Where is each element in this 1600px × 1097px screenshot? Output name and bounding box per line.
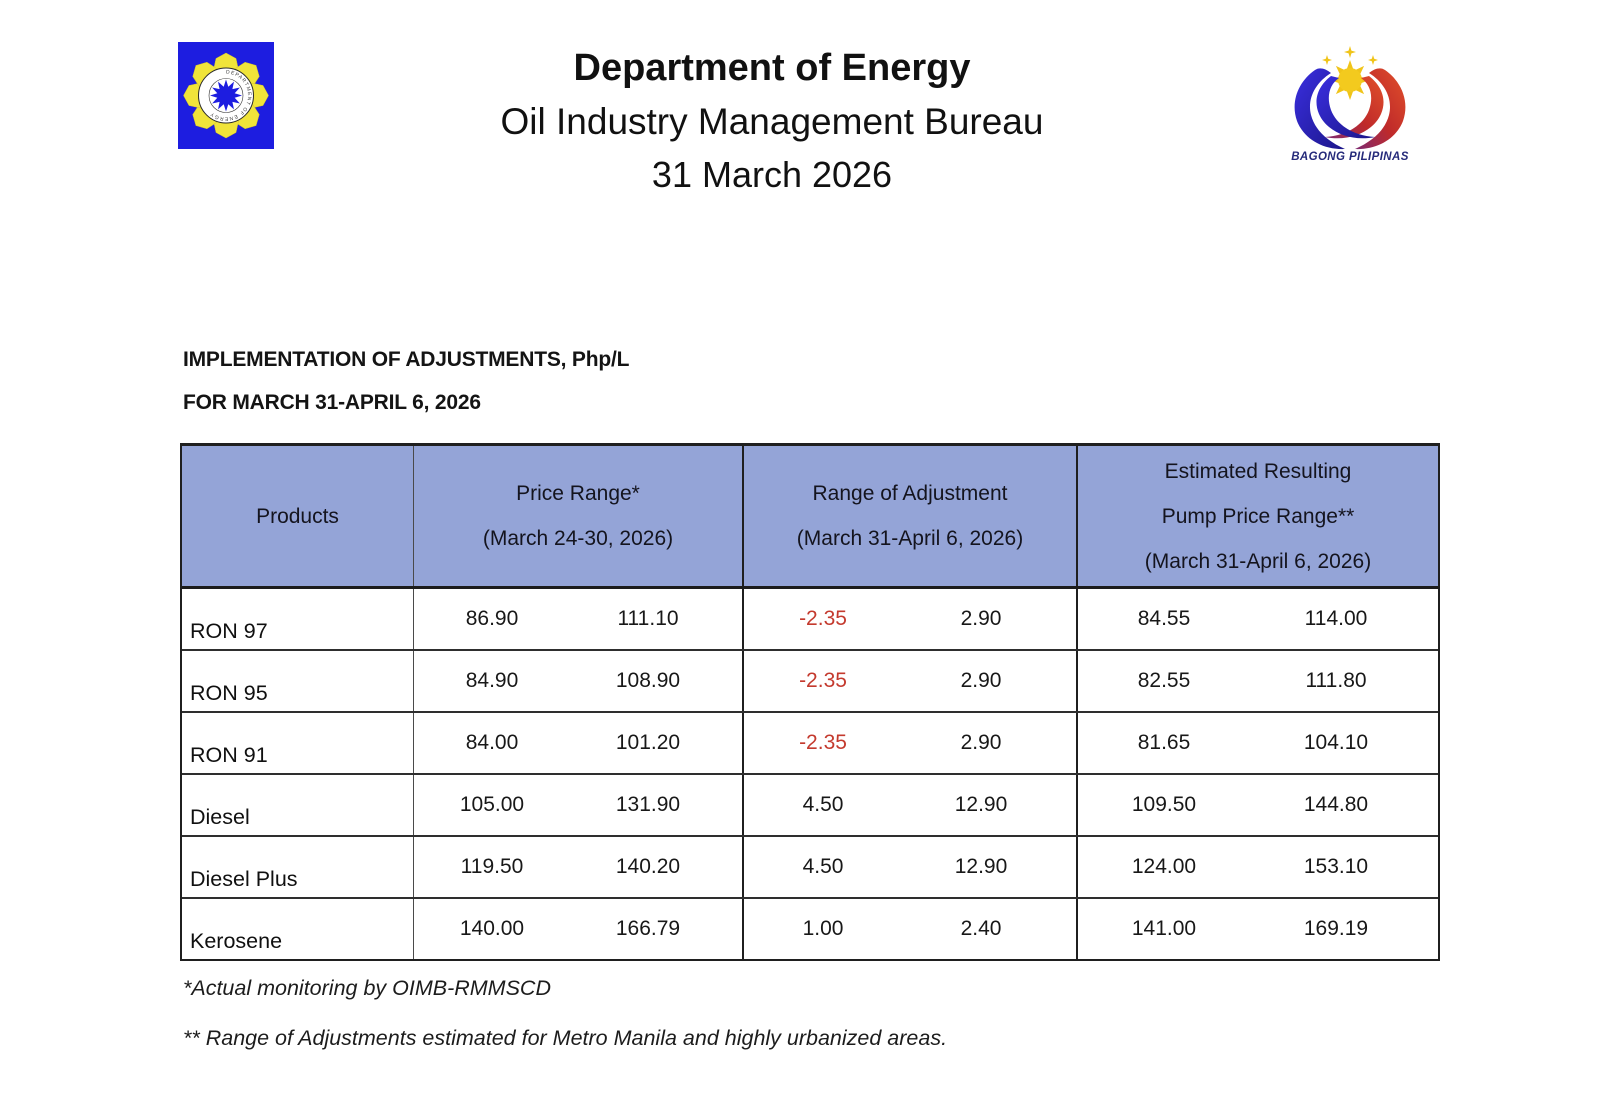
section-heading-line2: FOR MARCH 31-APRIL 6, 2026 bbox=[183, 391, 481, 414]
bp-sun bbox=[1330, 60, 1370, 100]
footnotes: *Actual monitoring by OIMB-RMMSCD ** Ran… bbox=[183, 963, 947, 1063]
estimated-low: 84.55 bbox=[1137, 607, 1191, 630]
agency-title: Department of Energy bbox=[573, 47, 971, 89]
estimated-low: 124.00 bbox=[1131, 855, 1197, 878]
estimated-high: 153.10 bbox=[1303, 855, 1369, 878]
footnote-estimate-scope: ** Range of Adjustments estimated for Me… bbox=[183, 1026, 948, 1050]
adjustment-range-cell: -2.35 2.90 bbox=[744, 651, 1078, 711]
table-row: RON 95 84.90 108.90 -2.35 2.90 82.55 111… bbox=[182, 651, 1438, 713]
estimated-high: 169.19 bbox=[1303, 917, 1369, 940]
price-adjustments-table: Products Price Range* (March 24-30, 2026… bbox=[180, 443, 1440, 961]
column-header-price-range: Price Range* (March 24-30, 2026) bbox=[414, 446, 744, 586]
estimated-range-cell: 84.55 114.00 bbox=[1078, 589, 1438, 649]
adjustment-low: -2.35 bbox=[799, 669, 847, 692]
section-heading: IMPLEMENTATION OF ADJUSTMENTS, Php/L FOR… bbox=[183, 338, 629, 424]
price-range-cell: 84.90 108.90 bbox=[414, 651, 744, 711]
estimated-range-cell: 82.55 111.80 bbox=[1078, 651, 1438, 711]
estimated-high: 114.00 bbox=[1304, 607, 1368, 630]
column-header-adjustment: Range of Adjustment (March 31-April 6, 2… bbox=[744, 446, 1078, 586]
adjustment-range-cell: 1.00 2.40 bbox=[744, 899, 1078, 959]
adjustment-high: 2.40 bbox=[960, 917, 1002, 940]
bagong-pilipinas-logo: BAGONG PILIPINAS bbox=[1283, 46, 1417, 168]
table-row: Diesel Plus 119.50 140.20 4.50 12.90 124… bbox=[182, 837, 1438, 899]
price-high: 108.90 bbox=[615, 669, 681, 692]
estimated-range-cell: 141.00 169.19 bbox=[1078, 899, 1438, 959]
adjustment-low: 4.50 bbox=[802, 793, 844, 816]
price-low: 86.90 bbox=[465, 607, 519, 630]
estimated-low: 81.65 bbox=[1137, 731, 1191, 754]
estimated-low: 141.00 bbox=[1131, 917, 1197, 940]
price-high: 111.10 bbox=[617, 607, 679, 630]
adjustment-range-cell: 4.50 12.90 bbox=[744, 775, 1078, 835]
table-row: Diesel 105.00 131.90 4.50 12.90 109.50 1… bbox=[182, 775, 1438, 837]
table-row: RON 91 84.00 101.20 -2.35 2.90 81.65 104… bbox=[182, 713, 1438, 775]
price-high: 101.20 bbox=[615, 731, 681, 754]
section-heading-line1: IMPLEMENTATION OF ADJUSTMENTS, Php/L bbox=[183, 348, 630, 371]
estimated-high: 111.80 bbox=[1305, 669, 1367, 692]
document-header: Department of Energy Oil Industry Manage… bbox=[330, 42, 1214, 201]
adjustment-high: 12.90 bbox=[954, 855, 1008, 878]
estimated-high: 104.10 bbox=[1303, 731, 1369, 754]
bp-swooshes bbox=[1294, 68, 1406, 150]
adjustment-low: 4.50 bbox=[802, 855, 844, 878]
product-name: Diesel bbox=[182, 775, 414, 835]
bagong-pilipinas-icon bbox=[1294, 46, 1406, 150]
bureau-title: Oil Industry Management Bureau bbox=[500, 101, 1044, 142]
doe-seal-icon: DEPARTMENT OF ENERGY bbox=[178, 42, 274, 149]
estimated-low: 109.50 bbox=[1131, 793, 1197, 816]
footnote-monitoring: *Actual monitoring by OIMB-RMMSCD bbox=[183, 976, 551, 1000]
adjustment-high: 2.90 bbox=[960, 607, 1002, 630]
price-high: 131.90 bbox=[615, 793, 681, 816]
estimated-range-cell: 109.50 144.80 bbox=[1078, 775, 1438, 835]
table-row: RON 97 86.90 111.10 -2.35 2.90 84.55 114… bbox=[182, 589, 1438, 651]
price-range-cell: 105.00 131.90 bbox=[414, 775, 744, 835]
adjustment-low: -2.35 bbox=[799, 731, 847, 754]
adjustment-low: 1.00 bbox=[802, 917, 844, 940]
price-range-cell: 86.90 111.10 bbox=[414, 589, 744, 649]
table-row: Kerosene 140.00 166.79 1.00 2.40 141.00 … bbox=[182, 899, 1438, 959]
document-date: 31 March 2026 bbox=[651, 154, 893, 195]
bagong-pilipinas-label: BAGONG PILIPINAS bbox=[1291, 151, 1409, 163]
estimated-range-cell: 124.00 153.10 bbox=[1078, 837, 1438, 897]
adjustment-low: -2.35 bbox=[799, 607, 847, 630]
price-range-cell: 140.00 166.79 bbox=[414, 899, 744, 959]
column-header-products: Products bbox=[182, 446, 414, 586]
adjustment-high: 2.90 bbox=[960, 669, 1002, 692]
product-name: RON 95 bbox=[182, 651, 414, 711]
adjustment-range-cell: -2.35 2.90 bbox=[744, 713, 1078, 773]
doe-sunburst bbox=[210, 79, 242, 112]
adjustment-range-cell: 4.50 12.90 bbox=[744, 837, 1078, 897]
price-range-cell: 84.00 101.20 bbox=[414, 713, 744, 773]
table-header-row: Products Price Range* (March 24-30, 2026… bbox=[182, 446, 1438, 589]
product-name: Kerosene bbox=[182, 899, 414, 959]
price-low: 84.90 bbox=[465, 669, 519, 692]
product-name: RON 91 bbox=[182, 713, 414, 773]
estimated-range-cell: 81.65 104.10 bbox=[1078, 713, 1438, 773]
adjustment-high: 2.90 bbox=[960, 731, 1002, 754]
adjustment-high: 12.90 bbox=[954, 793, 1008, 816]
price-high: 166.79 bbox=[615, 917, 681, 940]
product-name: RON 97 bbox=[182, 589, 414, 649]
product-name: Diesel Plus bbox=[182, 837, 414, 897]
adjustment-range-cell: -2.35 2.90 bbox=[744, 589, 1078, 649]
bp-stars bbox=[1322, 46, 1378, 65]
price-high: 140.20 bbox=[615, 855, 681, 878]
price-low: 105.00 bbox=[459, 793, 525, 816]
price-low: 119.50 bbox=[460, 855, 524, 878]
estimated-low: 82.55 bbox=[1137, 669, 1191, 692]
price-range-cell: 119.50 140.20 bbox=[414, 837, 744, 897]
price-low: 140.00 bbox=[459, 917, 525, 940]
column-header-estimated: Estimated Resulting Pump Price Range** (… bbox=[1144, 459, 1372, 573]
estimated-high: 144.80 bbox=[1303, 793, 1369, 816]
price-low: 84.00 bbox=[465, 731, 519, 754]
